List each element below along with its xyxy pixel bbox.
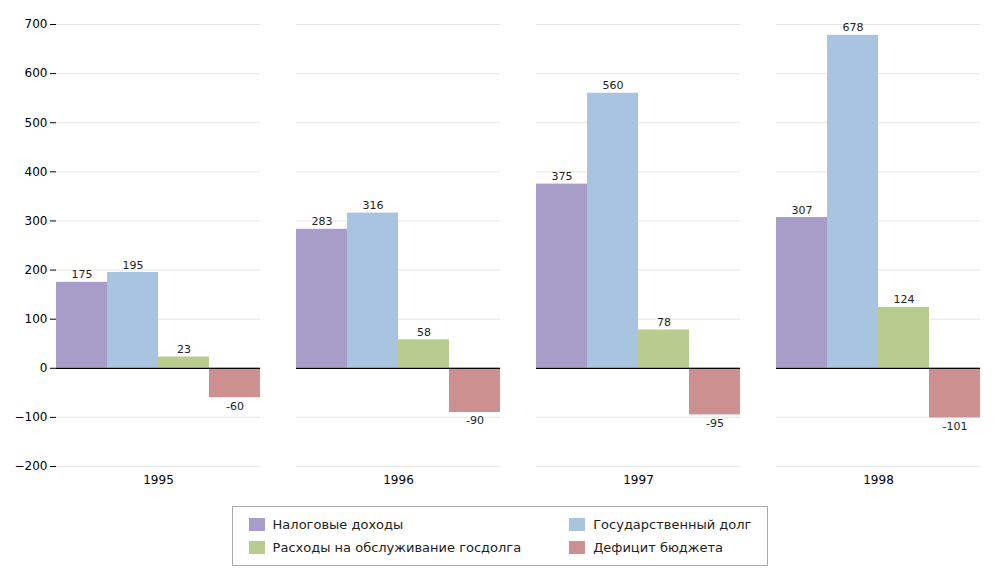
svg-text:600: 600 <box>25 66 48 80</box>
svg-text:1995: 1995 <box>143 473 174 487</box>
svg-text:700: 700 <box>25 17 48 31</box>
svg-text:−200: −200 <box>15 459 48 473</box>
svg-text:-60: -60 <box>226 400 244 413</box>
svg-text:195: 195 <box>123 259 144 272</box>
svg-text:78: 78 <box>657 316 671 329</box>
svg-text:1996: 1996 <box>383 473 414 487</box>
html-text:Налоговые доходы: Налоговые доходы <box>272 517 404 532</box>
svg-text:100: 100 <box>25 312 48 326</box>
svg-text:0: 0 <box>40 361 48 375</box>
svg-text:283: 283 <box>312 215 333 228</box>
html-text:Государственный долг: Государственный долг <box>593 517 752 532</box>
svg-text:375: 375 <box>552 170 573 183</box>
svg-text:1997: 1997 <box>623 473 654 487</box>
svg-text:23: 23 <box>177 343 191 356</box>
svg-text:124: 124 <box>894 293 915 306</box>
svg-text:560: 560 <box>603 79 624 92</box>
svg-text:316: 316 <box>363 199 384 212</box>
html-text:Расходы на обслуживание госдол: Расходы на обслуживание госдолга <box>272 540 522 555</box>
svg-text:500: 500 <box>25 116 48 130</box>
svg-text:175: 175 <box>72 268 93 281</box>
html-text:Дефицит бюджета: Дефицит бюджета <box>593 540 724 555</box>
svg-text:-90: -90 <box>466 414 484 427</box>
svg-text:307: 307 <box>792 204 813 217</box>
svg-text:1998: 1998 <box>863 473 894 487</box>
svg-text:300: 300 <box>25 214 48 228</box>
svg-text:200: 200 <box>25 263 48 277</box>
svg-text:-95: -95 <box>706 417 724 430</box>
svg-text:678: 678 <box>843 21 864 34</box>
svg-text:−100: −100 <box>15 410 48 424</box>
svg-text:400: 400 <box>25 165 48 179</box>
svg-text:-101: -101 <box>943 420 968 433</box>
svg-text:58: 58 <box>417 326 431 339</box>
